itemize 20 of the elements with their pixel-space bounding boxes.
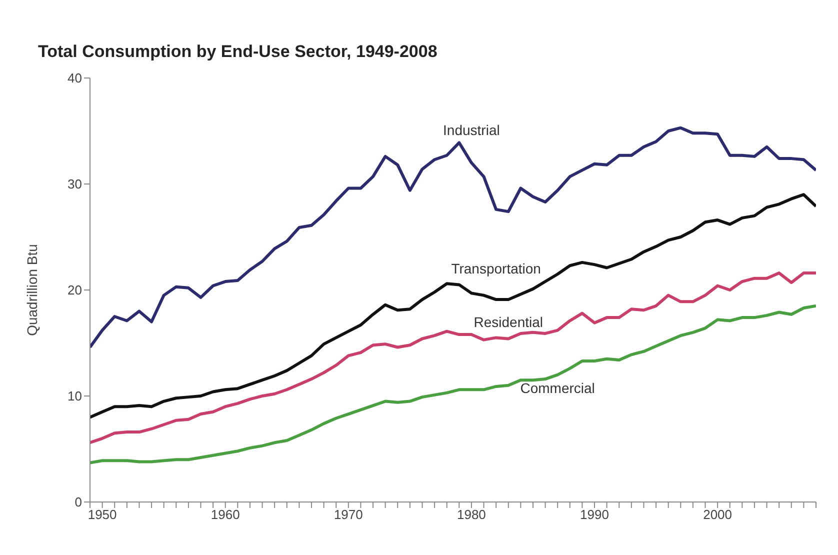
x-tick-label: 1980 — [456, 507, 486, 522]
x-tick-label: 2000 — [703, 507, 732, 522]
y-tick-label: 40 — [68, 70, 82, 86]
x-tick-label: 1990 — [580, 507, 609, 522]
y-axis-title: Quadrillion Btu — [24, 244, 40, 336]
y-tick-label: 30 — [68, 176, 82, 192]
x-tick-label: 1950 — [88, 507, 117, 522]
line-series — [90, 304, 816, 464]
line-series — [90, 126, 816, 349]
series-label: Commercial — [520, 380, 595, 396]
y-tick-label: 10 — [68, 388, 82, 404]
x-tick-label: 1970 — [334, 507, 363, 522]
series-label: Residential — [474, 314, 544, 330]
series-label: Industrial — [443, 122, 500, 138]
y-tick-label: 0 — [74, 494, 82, 510]
series-label: Transportation — [451, 260, 541, 277]
line-series — [90, 193, 816, 419]
x-tick-label: 1960 — [210, 507, 240, 522]
chart-title: Total Consumption by End-Use Sector, 1949-2008 — [38, 42, 438, 62]
y-tick-label: 20 — [68, 282, 82, 298]
